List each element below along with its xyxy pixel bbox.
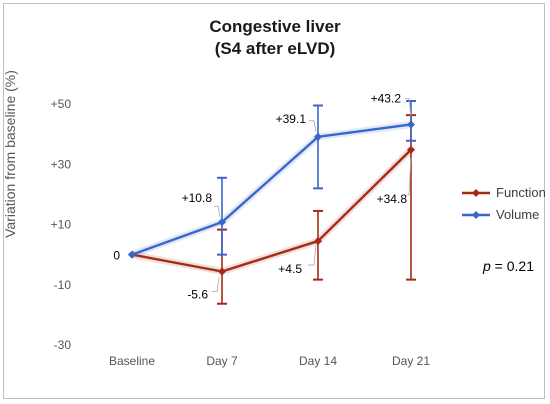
legend: Function Volume (462, 184, 548, 228)
legend-swatch-function (462, 189, 490, 197)
label-leader-volume (405, 98, 412, 117)
label-leader-volume (214, 205, 221, 218)
legend-item-function: Function (462, 184, 548, 206)
legend-swatch-volume (462, 211, 490, 219)
y-tick-label: -30 (54, 338, 72, 352)
chart-frame (3, 3, 545, 399)
data-point-volume (314, 132, 322, 141)
series-glow-function (131, 147, 414, 275)
data-label-function: +34.8 (377, 192, 408, 206)
series-line-volume (131, 123, 412, 256)
y-tick-label: -10 (54, 278, 72, 292)
x-tick-label: Baseline (109, 354, 155, 368)
data-point-function (407, 145, 415, 154)
y-tick-label: +50 (51, 97, 72, 111)
p-value-annotation: p = 0.21 (483, 258, 534, 274)
chart-title-line-1: Congestive liver (209, 17, 341, 36)
data-point-volume (407, 120, 415, 129)
x-tick-label: Day 7 (206, 354, 238, 368)
chart-title-line-2: (S4 after eLVD) (214, 39, 336, 58)
label-leader-function (308, 245, 317, 266)
data-label-function: 0 (113, 249, 120, 263)
data-label-volume: +10.8 (182, 191, 213, 205)
series-line-function (131, 148, 412, 273)
data-point-function (218, 267, 226, 276)
legend-label-function: Function (496, 185, 546, 200)
y-tick-label: +30 (51, 157, 72, 171)
y-tick-label: +10 (51, 218, 72, 232)
data-label-volume: +43.2 (371, 91, 402, 105)
data-point-volume (128, 250, 136, 259)
data-label-function: -5.6 (187, 287, 208, 301)
x-tick-label: Day 21 (392, 354, 430, 368)
label-leader-function (212, 277, 220, 292)
chart-title: Congestive liver (S4 after eLVD) (0, 16, 550, 60)
p-value-text: = 0.21 (490, 258, 534, 274)
legend-item-volume: Volume (462, 206, 548, 228)
label-leader-function (407, 157, 412, 196)
legend-label-volume: Volume (496, 207, 540, 222)
data-label-volume: +39.1 (276, 112, 307, 126)
data-point-function (314, 237, 322, 246)
label-leader-volume (309, 120, 317, 132)
p-symbol: p (483, 258, 491, 274)
data-point-volume (218, 218, 226, 227)
data-label-function: +4.5 (278, 262, 302, 276)
x-tick-label: Day 14 (299, 354, 337, 368)
